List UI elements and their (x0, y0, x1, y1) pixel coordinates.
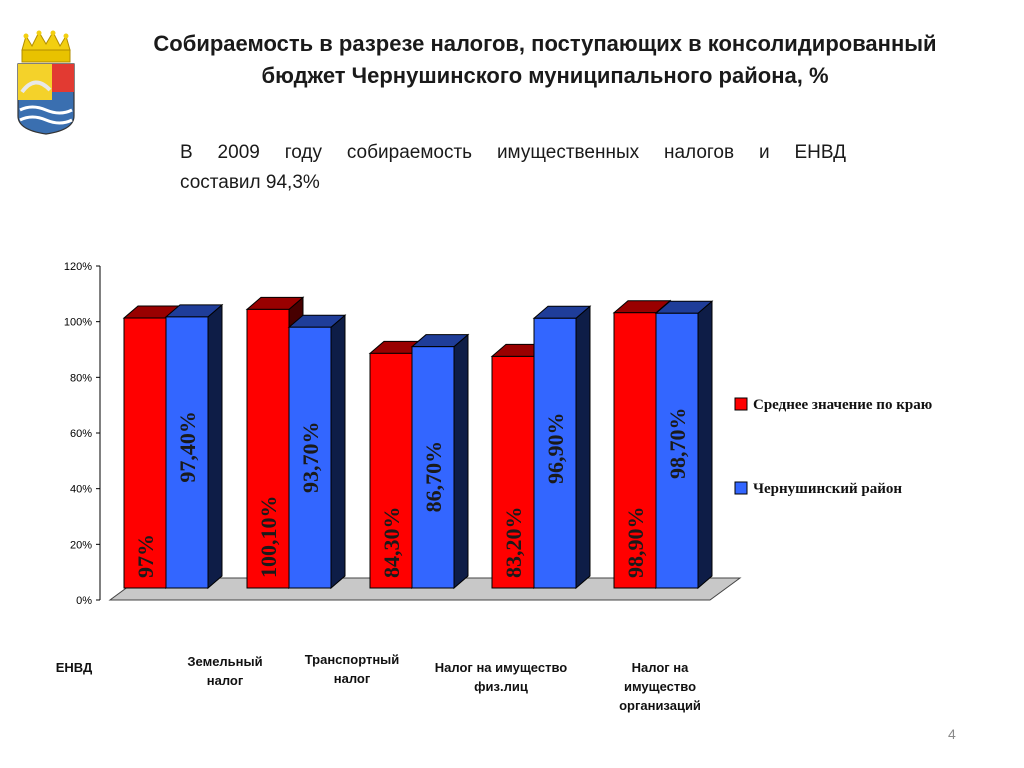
bar-side (330, 314, 346, 590)
shield-icon (17, 63, 75, 135)
legend-swatch (734, 481, 748, 495)
bar-side (453, 333, 469, 590)
bar-side (575, 305, 591, 590)
subtitle: В 2009 году собираемость имущественных н… (180, 138, 846, 198)
crown-icon (21, 30, 71, 63)
data-label: 84,30% (379, 507, 404, 579)
bar (411, 346, 455, 589)
page-title: Собираемость в разрезе налогов, поступаю… (95, 28, 995, 92)
data-label: 86,70% (421, 441, 446, 513)
bar-side (207, 303, 223, 590)
data-label: 97,40% (175, 411, 200, 483)
data-label: 96,90% (543, 413, 568, 485)
category-label: Налог на имущество физ.лиц (434, 660, 568, 694)
data-label: 98,70% (665, 408, 690, 480)
title-line-2: бюджет Чернушинского муниципального райо… (261, 63, 829, 88)
subtitle-line-2: составил 94,3% (180, 172, 320, 193)
bar (288, 326, 332, 589)
data-label: 98,90% (623, 507, 648, 579)
coat-of-arms-emblem (17, 30, 75, 135)
category-label: Земельный налог (187, 654, 263, 688)
category-label: Транспортный налог (304, 652, 400, 686)
legend-label: Чернушинский район (753, 481, 902, 497)
bar (491, 355, 535, 589)
data-label: 100,10% (256, 496, 281, 579)
y-tick-label: 60% (70, 428, 92, 440)
bar (369, 352, 413, 589)
legend-swatch (734, 397, 748, 411)
legend-label: Среднее значение по краю (753, 397, 932, 413)
title-line-1: Собираемость в разрезе налогов, поступаю… (153, 31, 937, 56)
bar (613, 312, 657, 589)
data-label: 97% (133, 534, 158, 578)
bar-side (697, 300, 713, 590)
bar (123, 317, 167, 589)
page-number: 4 (948, 726, 956, 742)
category-label: Налог на имущество организаций (619, 660, 701, 713)
subtitle-line-1: В 2009 году собираемость имущественных н… (180, 142, 846, 163)
y-tick-label: 120% (64, 261, 92, 273)
y-tick-label: 0% (76, 595, 92, 607)
bar (533, 317, 577, 589)
bar (246, 308, 290, 589)
bar (655, 312, 699, 589)
y-tick-label: 20% (70, 539, 92, 551)
data-label: 93,70% (298, 421, 323, 493)
y-tick-label: 40% (70, 484, 92, 496)
y-tick-label: 100% (64, 317, 92, 329)
y-tick-label: 80% (70, 372, 92, 384)
bar (165, 316, 209, 589)
data-label: 83,20% (501, 507, 526, 579)
category-label: ЕНВД (55, 660, 93, 675)
